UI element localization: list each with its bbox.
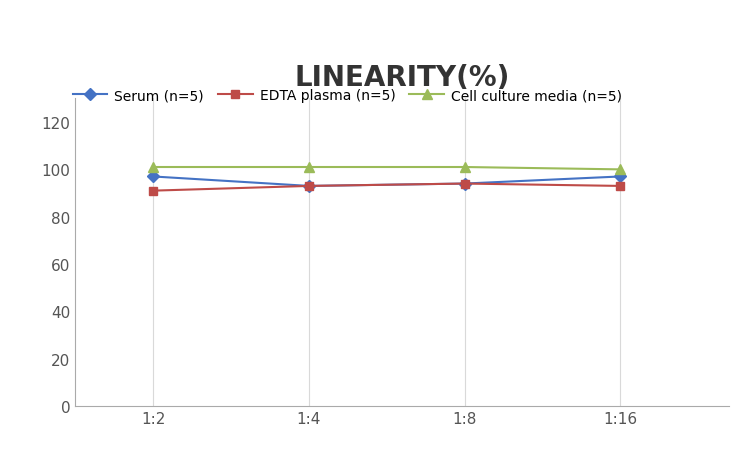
- Serum (n=5): [616, 175, 625, 180]
- Serum (n=5): [460, 181, 469, 187]
- Line: Cell culture media (n=5): Cell culture media (n=5): [148, 163, 625, 175]
- EDTA plasma (n=5): [460, 181, 469, 187]
- Line: Serum (n=5): Serum (n=5): [149, 173, 625, 191]
- Cell culture media (n=5): [460, 165, 469, 170]
- Cell culture media (n=5): [305, 165, 314, 170]
- Serum (n=5): [149, 175, 158, 180]
- Legend: Serum (n=5), EDTA plasma (n=5), Cell culture media (n=5): Serum (n=5), EDTA plasma (n=5), Cell cul…: [67, 83, 627, 109]
- Line: EDTA plasma (n=5): EDTA plasma (n=5): [149, 180, 625, 195]
- EDTA plasma (n=5): [616, 184, 625, 189]
- Title: LINEARITY(%): LINEARITY(%): [295, 64, 510, 92]
- Serum (n=5): [305, 184, 314, 189]
- EDTA plasma (n=5): [305, 184, 314, 189]
- EDTA plasma (n=5): [149, 189, 158, 194]
- Cell culture media (n=5): [616, 167, 625, 173]
- Cell culture media (n=5): [149, 165, 158, 170]
